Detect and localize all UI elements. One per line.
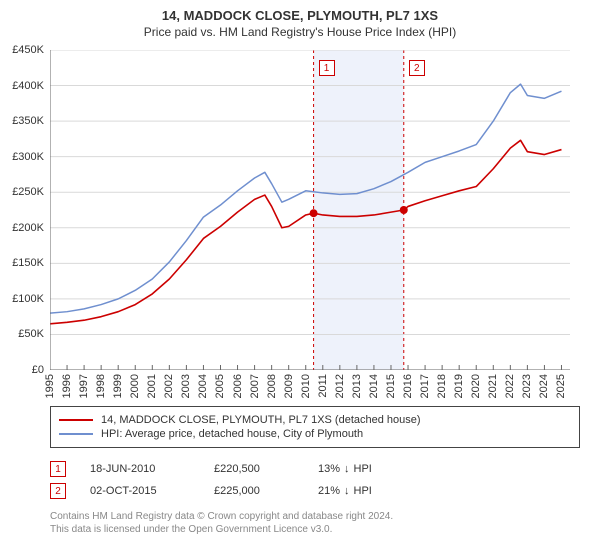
x-tick-label: 2006 (232, 374, 244, 398)
x-tick-label: 2014 (368, 374, 380, 398)
transaction-date: 02-OCT-2015 (90, 485, 190, 497)
y-tick-label: £100K (12, 293, 44, 305)
x-tick-label: 1995 (44, 374, 56, 398)
legend-label: 14, MADDOCK CLOSE, PLYMOUTH, PL7 1XS (de… (101, 414, 421, 426)
x-tick-label: 2019 (453, 374, 465, 398)
footer-line-1: Contains HM Land Registry data © Crown c… (50, 510, 580, 523)
transaction-delta: 13% ↓ HPI (318, 463, 408, 475)
y-tick-label: £400K (12, 80, 44, 92)
plot-svg (50, 50, 570, 370)
legend: 14, MADDOCK CLOSE, PLYMOUTH, PL7 1XS (de… (50, 406, 580, 448)
transaction-price: £225,000 (214, 485, 294, 497)
x-tick-label: 2010 (300, 374, 312, 398)
x-tick-label: 2022 (504, 374, 516, 398)
chart-title: 14, MADDOCK CLOSE, PLYMOUTH, PL7 1XS (0, 0, 600, 23)
x-tick-label: 2021 (487, 374, 499, 398)
x-tick-label: 2015 (385, 374, 397, 398)
y-tick-label: £300K (12, 151, 44, 163)
y-tick-label: £350K (12, 115, 44, 127)
x-tick-label: 2001 (146, 374, 158, 398)
chart-marker-badge: 1 (319, 60, 335, 76)
x-tick-label: 1999 (112, 374, 124, 398)
y-tick-label: £50K (18, 328, 44, 340)
x-tick-label: 2002 (163, 374, 175, 398)
x-tick-label: 2020 (470, 374, 482, 398)
x-tick-label: 2013 (351, 374, 363, 398)
x-tick-label: 2024 (538, 374, 550, 398)
x-tick-label: 1996 (61, 374, 73, 398)
transaction-date: 18-JUN-2010 (90, 463, 190, 475)
x-tick-label: 2017 (419, 374, 431, 398)
transaction-badge: 1 (50, 461, 66, 477)
x-tick-label: 2009 (283, 374, 295, 398)
y-tick-label: £250K (12, 186, 44, 198)
x-tick-label: 2011 (317, 374, 329, 398)
x-tick-label: 2012 (334, 374, 346, 398)
legend-item: HPI: Average price, detached house, City… (59, 427, 571, 441)
y-tick-label: £0 (32, 364, 44, 376)
x-tick-label: 2023 (521, 374, 533, 398)
legend-swatch (59, 419, 93, 421)
x-tick-label: 2004 (197, 374, 209, 398)
footer-line-2: This data is licensed under the Open Gov… (50, 523, 580, 536)
x-tick-label: 2003 (180, 374, 192, 398)
y-tick-label: £450K (12, 44, 44, 56)
footer: Contains HM Land Registry data © Crown c… (50, 510, 580, 536)
x-tick-label: 2005 (214, 374, 226, 398)
y-tick-label: £150K (12, 257, 44, 269)
transaction-row: 2 02-OCT-2015 £225,000 21% ↓ HPI (50, 480, 580, 502)
chart-subtitle: Price paid vs. HM Land Registry's House … (0, 23, 600, 45)
chart-marker-badge: 2 (409, 60, 425, 76)
x-tick-label: 2016 (402, 374, 414, 398)
chart-area: £0£50K£100K£150K£200K£250K£300K£350K£400… (50, 50, 570, 370)
transactions: 1 18-JUN-2010 £220,500 13% ↓ HPI 2 02-OCT-201… (50, 458, 580, 502)
x-tick-label: 1997 (78, 374, 90, 398)
x-tick-label: 2000 (129, 374, 141, 398)
transaction-price: £220,500 (214, 463, 294, 475)
y-tick-label: £200K (12, 222, 44, 234)
legend-label: HPI: Average price, detached house, City… (101, 428, 363, 440)
x-tick-label: 2025 (555, 374, 567, 398)
transaction-badge: 2 (50, 483, 66, 499)
legend-item: 14, MADDOCK CLOSE, PLYMOUTH, PL7 1XS (de… (59, 413, 571, 427)
x-tick-label: 2007 (249, 374, 261, 398)
down-arrow-icon: ↓ (344, 463, 350, 475)
down-arrow-icon: ↓ (344, 485, 350, 497)
x-tick-label: 2018 (436, 374, 448, 398)
transaction-row: 1 18-JUN-2010 £220,500 13% ↓ HPI (50, 458, 580, 480)
x-tick-label: 2008 (266, 374, 278, 398)
x-tick-label: 1998 (95, 374, 107, 398)
legend-swatch (59, 433, 93, 435)
transaction-delta: 21% ↓ HPI (318, 485, 408, 497)
